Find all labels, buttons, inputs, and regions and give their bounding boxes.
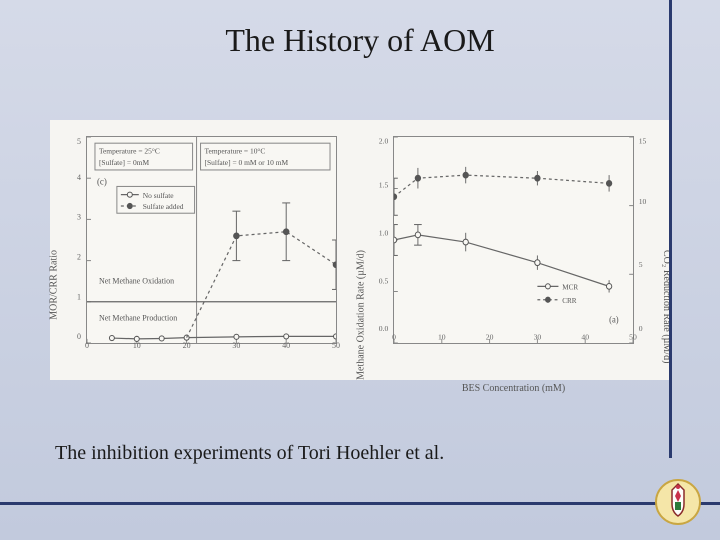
svg-text:0: 0 — [85, 341, 89, 350]
caption: The inhibition experiments of Tori Hoehl… — [55, 442, 444, 465]
svg-text:40: 40 — [282, 341, 290, 350]
horizontal-rule — [0, 502, 720, 505]
svg-text:0.5: 0.5 — [379, 276, 389, 285]
svg-text:20: 20 — [183, 341, 191, 350]
svg-text:3: 3 — [77, 213, 81, 222]
svg-text:2.0: 2.0 — [379, 137, 389, 146]
svg-text:20: 20 — [486, 333, 494, 342]
svg-text:0: 0 — [392, 333, 396, 342]
right-x-ticks — [394, 339, 633, 343]
svg-text:5: 5 — [77, 137, 81, 146]
figure-container: MOR/CRR Ratio — [50, 120, 670, 380]
svg-text:50: 50 — [332, 341, 340, 350]
right-panel: Methane Oxidation Rate (µM/d) CO₂ Reduct… — [365, 128, 662, 372]
svg-text:15: 15 — [639, 137, 647, 146]
right-plot-area: MCR CRR (a) — [393, 136, 634, 344]
svg-text:1.0: 1.0 — [379, 228, 389, 237]
svg-text:30: 30 — [534, 333, 542, 342]
svg-text:1: 1 — [77, 292, 81, 301]
svg-text:10: 10 — [438, 333, 446, 342]
svg-text:10: 10 — [133, 341, 141, 350]
right-y-left-label: Methane Oxidation Rate (µM/d) — [356, 250, 367, 380]
vertical-rule — [669, 0, 672, 458]
svg-text:0: 0 — [639, 324, 643, 333]
right-x-label: BES Concentration (mM) — [462, 383, 565, 394]
left-plot-area: Temperature = 25°C [Sulfate] = 0mM Tempe… — [86, 136, 337, 344]
svg-text:40: 40 — [581, 333, 589, 342]
svg-text:0.0: 0.0 — [379, 324, 389, 333]
university-crest-icon — [654, 478, 702, 526]
svg-text:1.5: 1.5 — [379, 181, 389, 190]
right-ticklabels: 0 10 20 30 40 50 0.0 0.5 1.0 1.5 2.0 0 5… — [394, 137, 633, 328]
left-x-ticks — [87, 339, 336, 343]
slide: The History of AOM MOR/CRR Ratio — [0, 0, 720, 540]
page-title: The History of AOM — [0, 0, 720, 59]
svg-text:4: 4 — [77, 173, 81, 182]
svg-text:50: 50 — [629, 333, 637, 342]
left-ticklabels: 0 10 20 30 40 50 0 1 2 3 4 5 — [87, 137, 336, 336]
svg-text:30: 30 — [232, 341, 240, 350]
left-y-label: MOR/CRR Ratio — [49, 250, 60, 320]
svg-text:5: 5 — [639, 260, 643, 269]
svg-text:2: 2 — [77, 253, 81, 262]
left-panel: MOR/CRR Ratio — [58, 128, 355, 372]
svg-text:0: 0 — [77, 332, 81, 341]
svg-text:10: 10 — [639, 197, 647, 206]
